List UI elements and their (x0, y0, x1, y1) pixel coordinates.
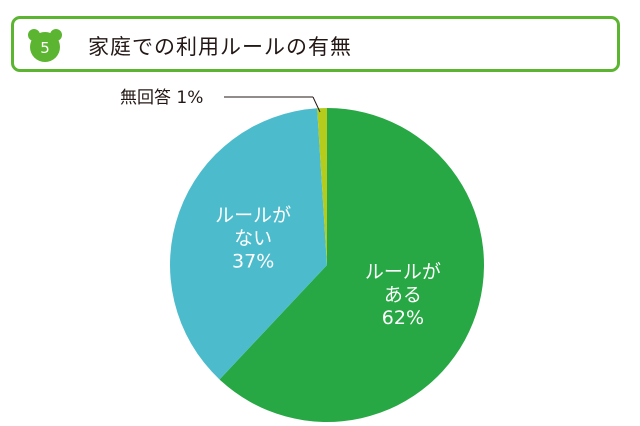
slice-category-label: ルールが (215, 204, 291, 226)
slice-category-label: ある (384, 284, 422, 306)
callout-leader-tick (312, 96, 321, 113)
badge-number: 5 (40, 39, 50, 57)
chart-header: 5 家庭での利用ルールの有無 (11, 16, 620, 72)
pie-slice (169, 108, 327, 380)
bear-icon: 5 (28, 28, 62, 62)
callout-label: 無回答 1% (120, 88, 203, 108)
slice-category-label: ない (234, 227, 272, 249)
slice-value-label: 37% (232, 250, 274, 272)
pie-slices (169, 108, 485, 422)
slice-category-label: ルールが (365, 261, 441, 283)
chart-title: 家庭での利用ルールの有無 (88, 35, 352, 59)
slice-value-label: 62% (382, 307, 424, 329)
pie-slice (219, 108, 485, 422)
pie-slice (317, 108, 327, 265)
